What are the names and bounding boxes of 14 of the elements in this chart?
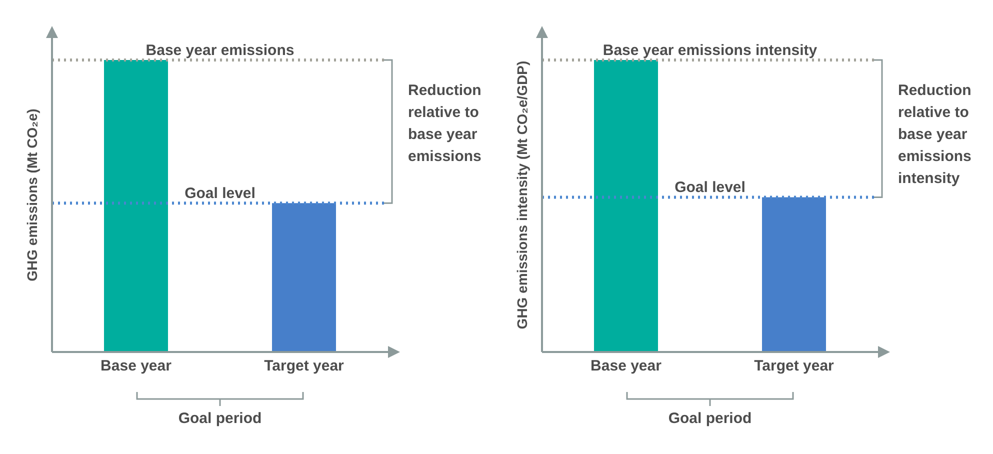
text: Reduction relative to base year emissions intensity <box>898 81 972 189</box>
ref-line-label: Base year emissions intensity <box>602 42 818 59</box>
text: Goal period <box>667 410 753 427</box>
x-tick-label: Target year <box>264 358 344 375</box>
ref-line-label: Goal level <box>674 179 746 196</box>
text: Reduction relative to base year emissions <box>408 81 482 167</box>
y-axis-title: GHG emissions intensity (Mt CO₂e/GDP) <box>514 60 530 330</box>
x-tick-label: Base year <box>590 358 662 375</box>
text: Goal period <box>177 410 263 427</box>
x-tick-label: Target year <box>754 358 834 375</box>
y-axis-title: GHG emissions (Mt CO₂e) <box>24 108 40 282</box>
ref-line-label: Base year emissions <box>146 42 294 59</box>
x-tick-label: Base year <box>100 358 172 375</box>
ref-line-label: Goal level <box>184 185 256 202</box>
